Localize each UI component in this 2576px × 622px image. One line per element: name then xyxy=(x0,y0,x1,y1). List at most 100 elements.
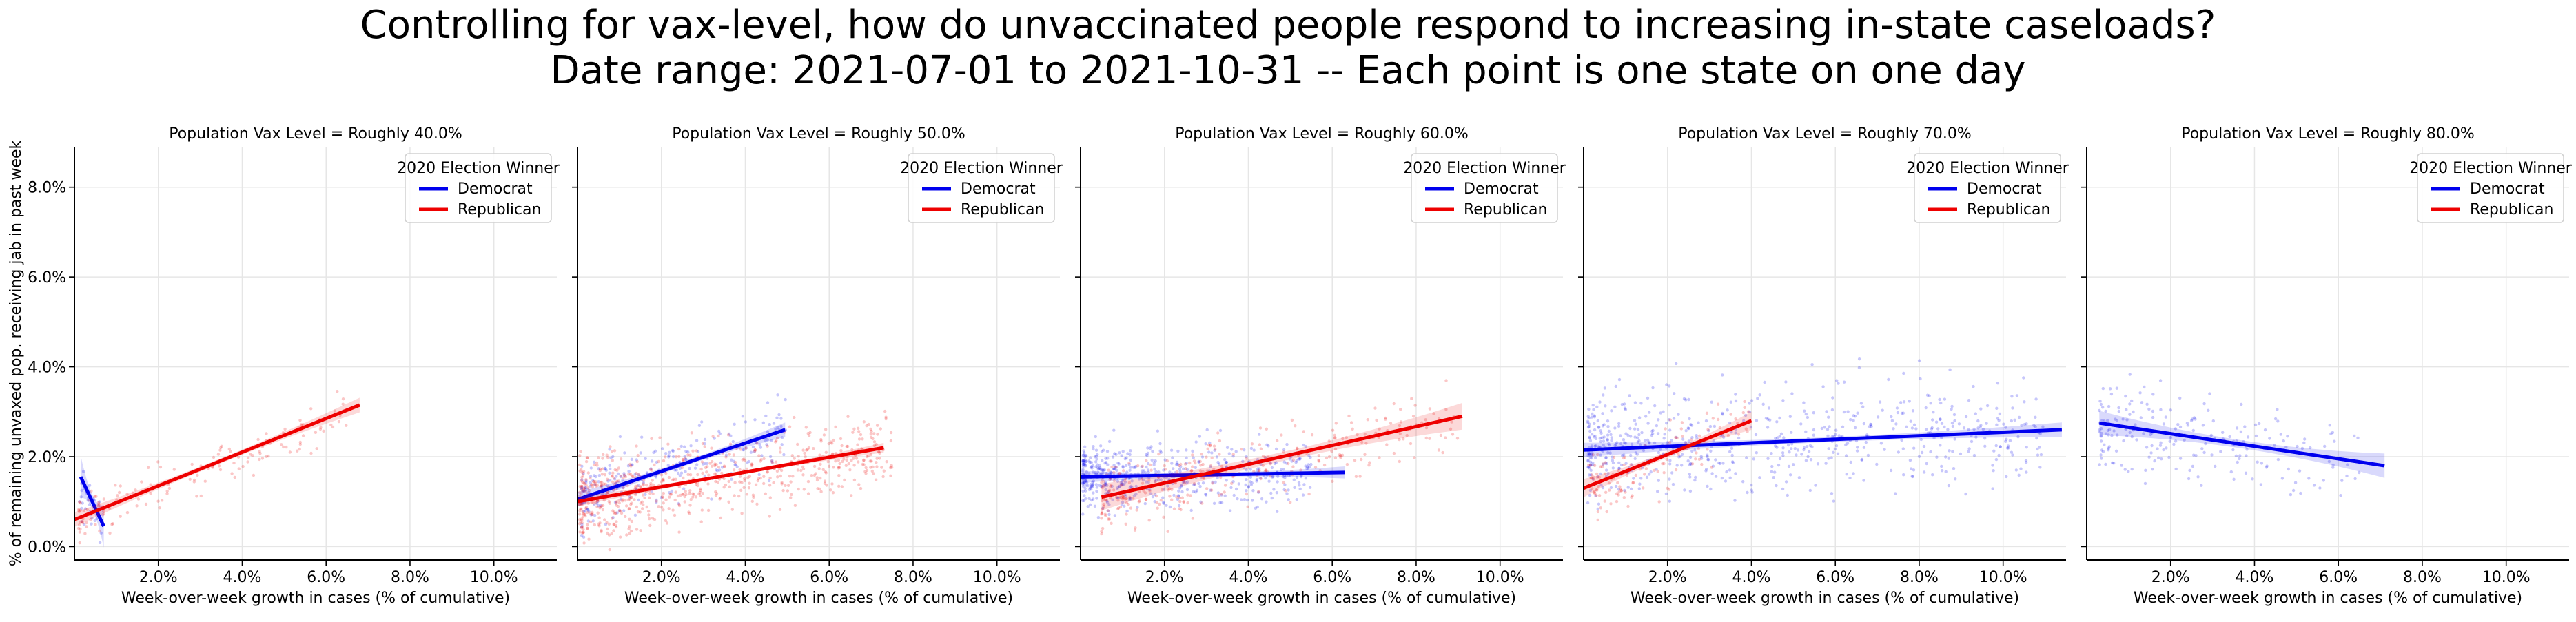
scatter-point xyxy=(1593,456,1597,459)
scatter-point xyxy=(1152,463,1156,466)
scatter-point xyxy=(2035,436,2038,440)
scatter-point xyxy=(1083,455,1087,459)
scatter-point xyxy=(1617,461,1621,464)
scatter-point xyxy=(1612,455,1616,459)
scatter-point xyxy=(1141,464,1145,468)
scatter-point xyxy=(2273,444,2276,447)
scatter-point xyxy=(1110,470,1114,475)
scatter-point xyxy=(1243,448,1246,452)
scatter-point xyxy=(732,453,736,457)
scatter-point xyxy=(1167,488,1170,492)
scatter-point xyxy=(2016,435,2020,439)
scatter-point xyxy=(1141,469,1144,473)
scatter-point xyxy=(723,465,726,468)
scatter-point xyxy=(1716,402,1720,406)
scatter-point xyxy=(1295,475,1299,479)
scatter-point xyxy=(1644,415,1648,418)
scatter-point xyxy=(2246,435,2250,439)
scatter-point xyxy=(1596,510,1600,514)
scatter-point xyxy=(580,525,584,528)
scatter-point xyxy=(95,517,99,521)
scatter-point xyxy=(1091,482,1095,486)
x-tick-label: 10.0% xyxy=(973,569,1021,586)
scatter-point xyxy=(696,450,700,453)
scatter-point xyxy=(755,442,759,445)
scatter-point xyxy=(2298,469,2302,473)
scatter-point xyxy=(635,484,640,488)
scatter-point xyxy=(622,474,626,477)
x-tick-label: 6.0% xyxy=(2319,569,2358,586)
scatter-point xyxy=(1100,484,1104,488)
scatter-point xyxy=(1596,518,1599,522)
scatter-point xyxy=(1772,476,1775,479)
scatter-point xyxy=(1694,457,1697,461)
scatter-point xyxy=(1149,492,1153,495)
scatter-point xyxy=(601,467,604,470)
scatter-point xyxy=(1081,484,1085,488)
scatter-point xyxy=(1593,444,1597,448)
scatter-point xyxy=(1090,498,1094,502)
scatter-point xyxy=(578,454,582,457)
scatter-point xyxy=(1594,437,1598,440)
scatter-point xyxy=(2122,439,2125,443)
scatter-point xyxy=(613,500,617,504)
scatter-point xyxy=(1258,477,1263,480)
scatter-point xyxy=(750,462,754,466)
scatter-point xyxy=(1633,457,1637,461)
scatter-point xyxy=(192,480,196,484)
scatter-point xyxy=(580,531,584,535)
scatter-point xyxy=(341,397,345,401)
scatter-point xyxy=(1613,405,1617,408)
scatter-point xyxy=(1912,423,1916,426)
scatter-point xyxy=(759,476,762,480)
scatter-point xyxy=(796,468,800,472)
scatter-point xyxy=(1198,469,1203,473)
scatter-point xyxy=(2207,408,2210,412)
scatter-point xyxy=(2196,475,2200,479)
scatter-point xyxy=(1624,462,1628,465)
scatter-point xyxy=(1154,459,1157,463)
scatter-point xyxy=(633,498,636,501)
scatter-point xyxy=(742,477,746,481)
scatter-point xyxy=(1899,401,1903,404)
scatter-point xyxy=(668,491,671,495)
legend-label-republican: Republican xyxy=(458,201,541,218)
scatter-point xyxy=(1101,468,1105,472)
scatter-point xyxy=(599,505,602,509)
scatter-point xyxy=(1155,501,1158,504)
scatter-point xyxy=(600,528,603,532)
scatter-point xyxy=(1162,501,1165,505)
scatter-point xyxy=(1624,442,1628,445)
scatter-point xyxy=(584,490,588,493)
scatter-point xyxy=(612,522,616,526)
scatter-point xyxy=(1615,441,1619,444)
scatter-point xyxy=(1620,454,1624,457)
scatter-point xyxy=(1775,420,1779,424)
scatter-point xyxy=(298,447,301,451)
scatter-point xyxy=(2238,454,2242,457)
scatter-point xyxy=(885,460,888,464)
scatter-point xyxy=(2276,419,2280,423)
scatter-point xyxy=(2186,424,2190,427)
scatter-point xyxy=(1146,451,1149,455)
scatter-point xyxy=(1948,368,1952,371)
fit-line-republican xyxy=(577,446,884,504)
scatter-point xyxy=(1157,452,1161,456)
scatter-point xyxy=(684,457,688,462)
scatter-point xyxy=(1363,453,1367,456)
scatter-point xyxy=(1212,467,1216,471)
scatter-point xyxy=(1117,462,1121,466)
scatter-point xyxy=(1588,422,1591,426)
scatter-point xyxy=(753,449,757,453)
scatter-point xyxy=(1636,428,1640,431)
scatter-point xyxy=(802,488,806,491)
scatter-point xyxy=(1776,436,1779,439)
scatter-point xyxy=(705,470,708,474)
scatter-point xyxy=(1106,490,1110,493)
scatter-point xyxy=(2312,484,2316,487)
scatter-point xyxy=(1274,461,1278,464)
scatter-point xyxy=(2172,442,2176,446)
scatter-point xyxy=(837,474,841,477)
scatter-point xyxy=(1116,499,1120,502)
